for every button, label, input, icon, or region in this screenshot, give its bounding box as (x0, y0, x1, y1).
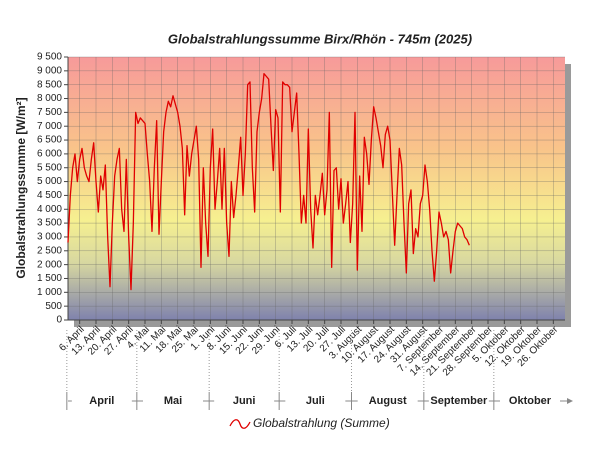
legend-label: Globalstrahlung (Summe) (253, 416, 390, 430)
y-tick-label: 6 500 (37, 135, 62, 146)
y-tick-label: 9 000 (37, 65, 62, 76)
y-tick-label: 7 000 (37, 121, 62, 132)
y-tick-label: 3 000 (37, 232, 62, 243)
month-label-bg (428, 394, 489, 408)
month-label: Juli (306, 395, 325, 407)
month-label-bg (500, 394, 560, 408)
y-tick-label: 7 500 (37, 107, 62, 118)
month-label-bg (214, 394, 275, 408)
month-label-bg (71, 394, 132, 408)
month-label-bg (357, 394, 418, 408)
month-label: Oktober (509, 395, 552, 407)
y-tick-label: 3 500 (37, 218, 62, 229)
y-axis-label: Globalstrahlungssumme [W/m²] (14, 97, 28, 278)
y-tick-label: 0 (56, 315, 62, 326)
month-band-arrow (567, 398, 573, 404)
month-label-bg (143, 394, 203, 408)
y-tick-label: 1 500 (37, 273, 62, 284)
data-line (67, 72, 470, 291)
month-label-bg (285, 394, 346, 408)
y-tick-label: 5 000 (37, 176, 62, 187)
y-tick-label: 9 500 (37, 52, 62, 63)
y-tick-label: 5 500 (37, 162, 62, 173)
y-tick-label: 1 000 (37, 287, 62, 298)
chart-title: Globalstrahlungssumme Birx/Rhön - 745m (… (168, 31, 472, 46)
month-label: April (89, 395, 114, 407)
y-tick-label: 4 500 (37, 190, 62, 201)
y-tick-label: 6 000 (37, 149, 62, 160)
y-tick-label: 4 000 (37, 204, 62, 215)
month-label: August (369, 395, 407, 407)
month-label: September (430, 395, 488, 407)
legend-swatch (229, 419, 251, 429)
y-tick-label: 2 000 (37, 259, 62, 270)
plot-area (68, 57, 565, 320)
y-tick-label: 500 (45, 301, 62, 312)
y-tick-label: 8 500 (37, 79, 62, 90)
month-label: Mai (164, 395, 182, 407)
month-label: Juni (233, 395, 256, 407)
y-tick-label: 2 500 (37, 245, 62, 256)
y-tick-label: 8 000 (37, 93, 62, 104)
